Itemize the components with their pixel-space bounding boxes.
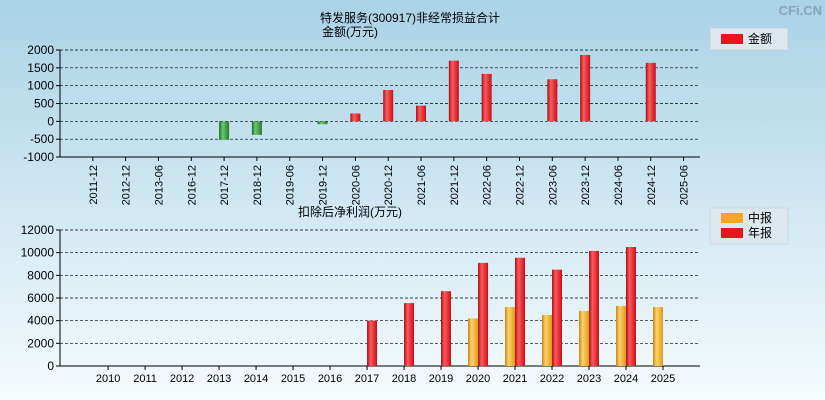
chart1-xtick-label: 2025-06: [679, 165, 691, 205]
chart2-bar-interim: [542, 315, 553, 366]
chart2-bar-annual: [552, 269, 563, 366]
chart2-bar-annual: [367, 320, 378, 366]
chart1-xtick-label: 2023-06: [547, 165, 559, 205]
chart1-xtick-label: 2023-12: [580, 165, 592, 205]
chart2-legend-label-annual: 年报: [748, 225, 772, 240]
chart1-xtick-label: 2022-06: [482, 165, 494, 205]
chart2-xtick-label: 2011: [133, 373, 157, 385]
chart2-legend-swatch-annual: [721, 228, 743, 238]
chart1-ytick-label: 500: [34, 97, 54, 111]
chart1-xtick-label: 2024-12: [646, 165, 658, 205]
chart2-xtick-label: 2012: [170, 373, 194, 385]
chart1-bar: [448, 60, 459, 122]
chart1-xtick-label: 2021-12: [449, 165, 461, 205]
chart2-xtick-label: 2020: [466, 373, 490, 385]
chart1-ytick-label: 0: [47, 114, 54, 128]
chart2-ytick-label: 12000: [21, 223, 55, 237]
plots-layer: -1000 -500 0 500 1000 1500 2000 2011-12 2012-12 2…: [21, 43, 700, 385]
chart1-subtitle: 金额(万元): [322, 24, 378, 39]
chart2-bar-annual: [626, 247, 637, 366]
chart2-xtick-label: 2010: [96, 373, 120, 385]
chart2-legend-label-interim: 中报: [748, 210, 772, 225]
chart2-xtick-label: 2015: [281, 373, 305, 385]
chart1-xtick-label: 2013-06: [153, 165, 165, 205]
chart1-xtick-label: 2012-12: [121, 165, 133, 205]
chart2-bar-annual: [478, 262, 489, 366]
chart1-xtick-label: 2019-06: [285, 165, 297, 205]
chart1-bar: [645, 62, 656, 122]
chart1-xtick-label: 2020-12: [383, 165, 395, 205]
chart1-bar: [416, 105, 427, 122]
chart1-bar: [219, 121, 230, 140]
chart1-xtick-label: 2019-12: [318, 165, 330, 205]
chart1-ytick-label: -1000: [23, 150, 54, 164]
chart2-xtick-label: 2021: [503, 373, 527, 385]
chart1-bar: [547, 79, 558, 122]
chart2-ytick-label: 2000: [27, 336, 54, 350]
chart2-xtick-label: 2017: [355, 373, 379, 385]
chart1-title: 特发服务(300917)非经常损益合计: [320, 10, 500, 25]
chart2-xtick-label: 2023: [577, 373, 601, 385]
chart2-xtick-label: 2022: [540, 373, 564, 385]
chart1-xtick-label: 2020-06: [350, 165, 362, 205]
chart2-bar-interim: [579, 311, 590, 366]
chart1-xtick-label: 2024-06: [613, 165, 625, 205]
chart1-ytick-label: -500: [30, 132, 54, 146]
chart2-ytick-label: 6000: [27, 291, 54, 305]
chart2-bar-interim: [468, 318, 479, 366]
chart2-legend-swatch-interim: [721, 213, 743, 223]
chart2-bar-interim: [616, 305, 627, 366]
chart1-xtick-label: 2016-12: [186, 165, 198, 205]
chart2-bar-interim: [505, 307, 516, 366]
chart1-bar: [580, 54, 591, 122]
chart1-xtick-label: 2021-06: [416, 165, 428, 205]
chart1-legend-label-amount: 金额: [748, 31, 772, 46]
chart2-ytick-label: 10000: [21, 246, 55, 260]
chart1-bar: [383, 89, 394, 122]
chart2-xtick-label: 2014: [244, 373, 268, 385]
chart1-bar: [481, 73, 492, 122]
chart2-ytick-label: 0: [47, 359, 54, 373]
chart2-xtick-label: 2016: [318, 373, 342, 385]
chart1-ytick-label: 1000: [27, 79, 54, 93]
chart1-xtick-label: 2011-12: [88, 165, 100, 205]
chart2-ytick-label: 8000: [27, 268, 54, 282]
chart1-ytick-label: 2000: [27, 43, 54, 57]
chart1-bar: [350, 113, 361, 122]
chart1-legend-box: [709, 27, 789, 51]
chart2-ytick-label: 4000: [27, 314, 54, 328]
chart1-ytick-label: 1500: [27, 61, 54, 75]
chart2-title: 扣除后净利润(万元): [298, 204, 402, 219]
chart1-bar: [317, 121, 328, 125]
chart1-legend-swatch-amount: [721, 34, 743, 44]
chart2-bar-annual: [404, 303, 415, 366]
chart2-xtick-label: 2024: [614, 373, 638, 385]
chart2-xtick-label: 2025: [651, 373, 675, 385]
chart1-xtick-label: 2018-12: [252, 165, 264, 205]
chart2-xtick-label: 2018: [392, 373, 416, 385]
chart2-xtick-label: 2013: [207, 373, 231, 385]
chart2-bar-annual: [441, 291, 452, 366]
chart1-xtick-label: 2017-12: [219, 165, 231, 205]
watermark: CFi.CN: [779, 3, 822, 18]
chart2-bar-annual: [515, 257, 526, 366]
chart2-bar-annual: [589, 250, 600, 366]
chart1-bar: [251, 121, 262, 135]
chart1-xtick-label: 2022-12: [514, 165, 526, 205]
chart2-bar-interim: [653, 307, 664, 366]
chart2-xtick-label: 2019: [429, 373, 453, 385]
